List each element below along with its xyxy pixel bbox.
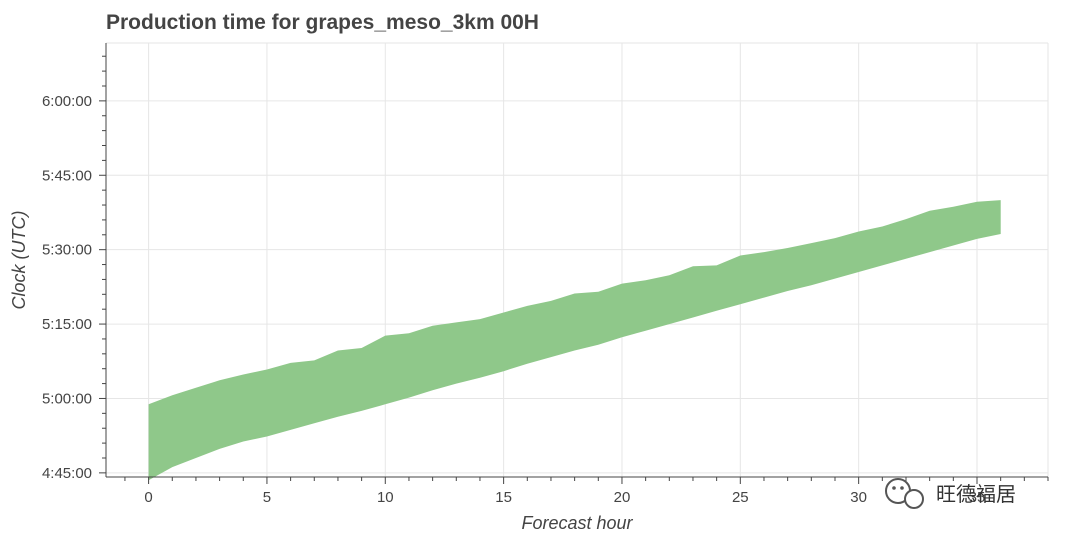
y-tick-label: 5:45:00 [42, 167, 92, 184]
wechat-icon-bubble-small [904, 489, 924, 509]
watermark: 旺德福居 [885, 478, 1016, 509]
y-tick-label: 5:30:00 [42, 242, 92, 259]
x-axis-label: Forecast hour [521, 513, 633, 533]
watermark-text: 旺德福居 [936, 482, 1016, 506]
x-tick-label: 10 [377, 489, 394, 506]
wechat-icon-eye-right [900, 486, 904, 490]
wechat-icon-eye-left [892, 486, 896, 490]
x-tick-label: 35 [969, 489, 986, 506]
x-tick-label: 30 [850, 489, 867, 506]
x-tick-label: 0 [144, 489, 152, 506]
y-tick-label: 4:45:00 [42, 465, 92, 482]
x-tick-label: 20 [614, 489, 631, 506]
x-tick-label: 5 [263, 489, 271, 506]
x-tick-label: 15 [495, 489, 512, 506]
y-tick-label: 6:00:00 [42, 93, 92, 110]
area-layer [148, 200, 1001, 481]
production-time-band [148, 200, 1001, 481]
y-tick-label: 5:15:00 [42, 316, 92, 333]
chart-title: Production time for grapes_meso_3km 00H [106, 11, 539, 34]
y-axis-label: Clock (UTC) [9, 211, 29, 310]
x-tick-label: 25 [732, 489, 749, 506]
axis-layer: 0 5 10 15 20 25 30 35 4:45:00 5:00:00 5:15:00 5:30:… [42, 43, 1049, 506]
y-tick-label: 5:00:00 [42, 390, 92, 407]
